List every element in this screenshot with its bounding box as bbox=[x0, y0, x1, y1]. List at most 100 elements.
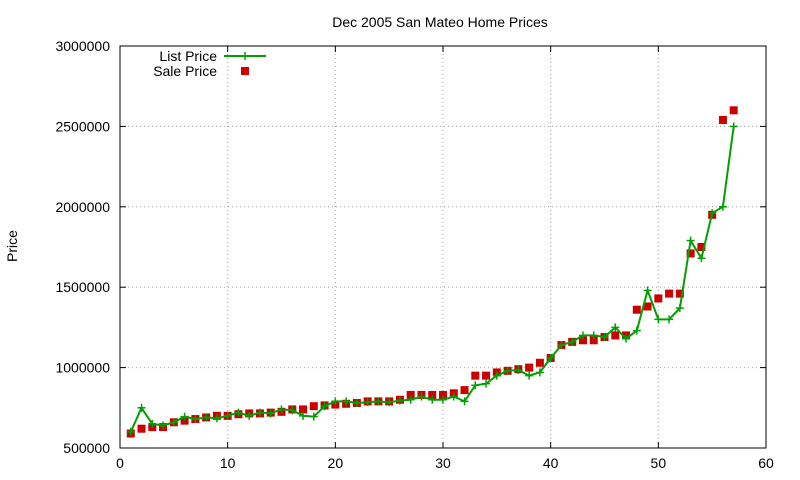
x-tick-label: 10 bbox=[220, 455, 236, 471]
list-price-point bbox=[148, 419, 157, 428]
list-price-point bbox=[277, 405, 286, 414]
list-price-point bbox=[299, 411, 308, 420]
list-price-point bbox=[320, 402, 329, 411]
plot-frame bbox=[119, 45, 767, 449]
list-price-point bbox=[471, 381, 480, 390]
list-price-point bbox=[686, 236, 695, 245]
list-price-point bbox=[525, 371, 534, 380]
list-price-point bbox=[342, 397, 351, 406]
list-price-point bbox=[212, 414, 221, 423]
sale-price-point bbox=[535, 358, 544, 367]
list-price-point bbox=[374, 397, 383, 406]
list-price-point bbox=[126, 427, 135, 436]
sale-price-point bbox=[482, 371, 491, 380]
y-tick-label: 1500000 bbox=[55, 279, 110, 295]
sale-price-point bbox=[439, 390, 447, 399]
list-price-point bbox=[331, 397, 340, 406]
y-tick-label: 2000000 bbox=[55, 199, 110, 215]
y-tick-label: 2500000 bbox=[55, 118, 110, 134]
sale-price-point bbox=[632, 305, 641, 314]
sale-price-point bbox=[697, 243, 706, 251]
list-price-point bbox=[288, 406, 297, 415]
list-price-point bbox=[352, 398, 361, 407]
y-axis-label: Price bbox=[4, 230, 20, 262]
axis-ticks: 0 10 20 30 40 50 60 500000 1000000 1500000 2000000… bbox=[55, 38, 774, 471]
sale-price-point bbox=[471, 371, 480, 380]
sale-price-point bbox=[460, 386, 469, 395]
list-price-point bbox=[482, 379, 491, 388]
x-tick-label: 30 bbox=[435, 455, 451, 471]
sale-price-point bbox=[299, 405, 308, 414]
list-price-point bbox=[697, 254, 706, 263]
list-price-line bbox=[129, 126, 735, 433]
list-price-point bbox=[611, 323, 620, 332]
legend-label-sale-price: Sale Price bbox=[153, 63, 217, 79]
sale-price-point bbox=[137, 424, 146, 433]
list-price-point bbox=[675, 304, 684, 313]
sale-price-point bbox=[675, 289, 684, 298]
list-price-point bbox=[385, 398, 394, 407]
series-sale-price bbox=[126, 106, 738, 438]
list-price-point bbox=[729, 122, 738, 131]
sale-price-point bbox=[589, 336, 598, 345]
sale-price-point bbox=[643, 302, 652, 311]
list-price-point bbox=[492, 371, 501, 380]
list-price-point bbox=[159, 421, 168, 430]
list-price-point bbox=[137, 403, 146, 412]
sale-price-point bbox=[665, 289, 674, 298]
list-price-point bbox=[428, 395, 437, 404]
list-price-point bbox=[439, 395, 447, 404]
list-price-point bbox=[503, 366, 512, 375]
list-price-point bbox=[363, 398, 372, 407]
list-price-point bbox=[514, 366, 523, 375]
list-price-point bbox=[718, 202, 727, 211]
sale-price-point bbox=[654, 294, 663, 303]
x-tick-label: 20 bbox=[328, 455, 344, 471]
list-price-point bbox=[708, 209, 717, 218]
y-tick-label: 3000000 bbox=[55, 38, 110, 54]
series-list-price bbox=[126, 122, 738, 436]
legend-label-list-price: List Price bbox=[159, 48, 217, 64]
list-price-point bbox=[589, 331, 598, 340]
plot-series bbox=[126, 106, 738, 438]
sale-price-point bbox=[686, 249, 695, 258]
sale-price-point bbox=[729, 106, 738, 115]
list-price-point bbox=[643, 286, 652, 295]
sale-price-point bbox=[718, 115, 727, 124]
list-price-point bbox=[417, 392, 426, 401]
list-price-point bbox=[245, 411, 254, 420]
list-price-point bbox=[654, 315, 663, 324]
list-price-point bbox=[169, 418, 178, 427]
sale-price-point bbox=[525, 363, 534, 372]
sale-price-point bbox=[611, 331, 620, 340]
list-price-point bbox=[578, 331, 587, 340]
list-price-point bbox=[406, 395, 415, 404]
list-price-point bbox=[395, 396, 404, 405]
list-price-point bbox=[600, 333, 609, 342]
x-tick-label: 40 bbox=[543, 455, 559, 471]
chart-title: Dec 2005 San Mateo Home Prices bbox=[332, 14, 548, 30]
sale-price-point bbox=[578, 336, 587, 345]
y-tick-label: 1000000 bbox=[55, 360, 110, 376]
list-price-point bbox=[557, 341, 566, 350]
sale-price-point bbox=[180, 416, 189, 425]
list-price-point bbox=[665, 315, 674, 324]
list-price-point bbox=[568, 337, 577, 346]
x-tick-label: 60 bbox=[758, 455, 774, 471]
list-price-point bbox=[449, 392, 458, 401]
list-price-point bbox=[223, 411, 232, 420]
grid-lines bbox=[120, 46, 766, 448]
sale-price-point bbox=[406, 390, 415, 399]
list-price-point bbox=[234, 408, 243, 417]
list-price-point bbox=[191, 415, 200, 424]
list-price-point bbox=[202, 413, 211, 422]
list-price-point bbox=[632, 326, 641, 335]
sale-price-point bbox=[309, 402, 318, 411]
list-price-point bbox=[309, 412, 318, 421]
x-tick-label: 50 bbox=[651, 455, 667, 471]
x-tick-label: 0 bbox=[116, 455, 124, 471]
list-price-point bbox=[255, 408, 264, 417]
legend: List Price Sale Price bbox=[153, 48, 266, 79]
sale-price-point bbox=[428, 390, 437, 399]
